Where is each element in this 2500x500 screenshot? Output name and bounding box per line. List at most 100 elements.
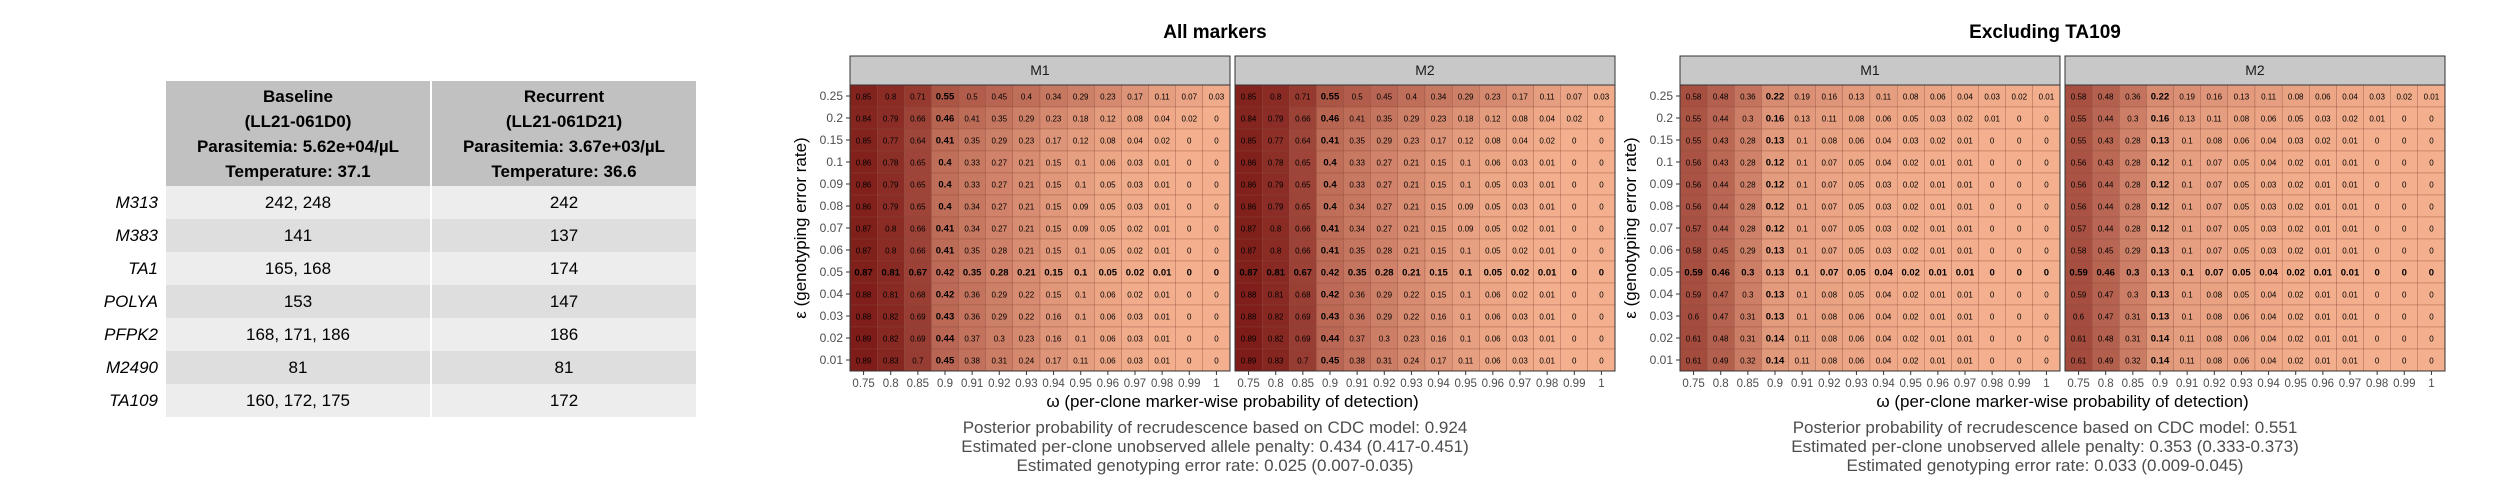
caption-posterior: Posterior probability of recrudescence b… xyxy=(962,418,1468,437)
x-tick-label: 0.99 xyxy=(1178,378,1200,390)
x-tick-label: 0.99 xyxy=(2008,378,2030,390)
cell-value-label: 0 xyxy=(1990,247,1995,256)
cell-value-label: 0.1 xyxy=(1797,181,1809,190)
cell-value-label: 0.03 xyxy=(1512,203,1528,212)
cell-value-label: 0.03 xyxy=(1127,203,1143,212)
cell-value-label: 0 xyxy=(1187,357,1192,366)
cell-value-label: 0.01 xyxy=(2315,357,2331,366)
cell-value-label: 0.01 xyxy=(1154,203,1170,212)
y-tick-label: 0.01 xyxy=(820,353,844,367)
cell-value-label: 0 xyxy=(2402,291,2407,300)
cell-value-label: 0.44 xyxy=(2098,203,2114,212)
x-tick-label: 0.8 xyxy=(883,378,899,390)
cell-value-label: 0.89 xyxy=(1241,357,1257,366)
cell-value-label: 0.06 xyxy=(1485,291,1501,300)
cell-value-label: 0.02 xyxy=(1903,335,1919,344)
cell-value-label: 0.1 xyxy=(2182,291,2194,300)
cell-value-label: 0.01 xyxy=(2342,335,2358,344)
x-tick-label: 0.96 xyxy=(1482,378,1504,390)
cell-value-label: 0.44 xyxy=(1321,334,1340,345)
cell-value-label: 0 xyxy=(1572,225,1577,234)
cell-value-label: 0.1 xyxy=(2181,268,2195,279)
y-tick-label: 0.2 xyxy=(1656,111,1673,125)
cell-value-label: 0.23 xyxy=(1019,137,1035,146)
y-tick-label: 0.02 xyxy=(820,331,844,345)
cell-value-label: 0 xyxy=(2044,268,2049,279)
cell-value-label: 0.1 xyxy=(1460,247,1472,256)
marker-name-cell: PFPK2 xyxy=(104,324,158,344)
cell-value-label: 0.89 xyxy=(856,335,872,344)
cell-value-label: 0.09 xyxy=(1458,203,1474,212)
cell-value-label: 0.13 xyxy=(2151,268,2170,279)
cell-value-label: 0.07 xyxy=(1821,247,1837,256)
cell-value-label: 0.05 xyxy=(1849,247,1865,256)
cell-value-label: 0.01 xyxy=(1957,357,1973,366)
cell-value-label: 0.13 xyxy=(2151,246,2170,257)
cell-value-label: 0.08 xyxy=(2206,357,2222,366)
marker-name-cell: M2490 xyxy=(106,357,158,377)
cell-value-label: 0.28 xyxy=(2125,203,2141,212)
cell-value-label: 0.66 xyxy=(910,247,926,256)
cell-value-label: 0.03 xyxy=(1512,335,1528,344)
cell-value-label: 0 xyxy=(2017,137,2022,146)
cell-value-label: 0.88 xyxy=(856,313,872,322)
x-tick-label: 1 xyxy=(1213,378,1219,390)
cell-value-label: 0.02 xyxy=(1512,291,1528,300)
x-tick-label: 0.91 xyxy=(961,378,983,390)
cell-value-label: 0.83 xyxy=(1268,357,1284,366)
cell-value-label: 0 xyxy=(2375,247,2380,256)
cell-value-label: 0.01 xyxy=(1957,181,1973,190)
cell-value-label: 0.03 xyxy=(1876,247,1892,256)
cell-value-label: 0.03 xyxy=(1209,93,1225,102)
cell-value-label: 0.13 xyxy=(1766,290,1785,301)
cell-value-label: 0.05 xyxy=(1847,268,1866,279)
cell-value-label: 0.05 xyxy=(1485,225,1501,234)
cell-value-label: 0.86 xyxy=(1241,203,1257,212)
y-tick-label: 0.02 xyxy=(1650,331,1674,345)
cell-value-label: 0.22 xyxy=(1019,291,1035,300)
cell-value-label: 0.01 xyxy=(2315,247,2331,256)
cell-value-label: 0.38 xyxy=(1349,357,1365,366)
cell-value-label: 0.61 xyxy=(2071,357,2087,366)
cell-value-label: 0 xyxy=(1572,268,1577,279)
cell-value-label: 0.33 xyxy=(964,181,980,190)
x-tick-label: 0.9 xyxy=(1767,378,1783,390)
cell-value-label: 0.29 xyxy=(1458,93,1474,102)
cell-value-label: 0.1 xyxy=(2182,247,2194,256)
x-tick-label: 0.94 xyxy=(2257,378,2280,390)
cell-value-label: 0.05 xyxy=(1485,203,1501,212)
cell-value-label: 0.22 xyxy=(1404,291,1420,300)
cell-value-label: 0.06 xyxy=(1485,335,1501,344)
cell-value-label: 0.06 xyxy=(1849,357,1865,366)
cell-value-label: 0.05 xyxy=(1849,159,1865,168)
cell-value-label: 0.1 xyxy=(1075,335,1087,344)
cell-value-label: 0.01 xyxy=(1539,159,1555,168)
cell-value-label: 0.01 xyxy=(1154,335,1170,344)
cell-value-label: 0 xyxy=(2044,357,2049,366)
cell-value-label: 0.81 xyxy=(1266,268,1285,279)
cell-value-label: 0.15 xyxy=(1431,159,1447,168)
cell-value-label: 0.07 xyxy=(1566,93,1582,102)
cell-value-label: 0.02 xyxy=(2288,291,2304,300)
cell-value-label: 0.02 xyxy=(1901,268,1920,279)
cell-value-label: 0.04 xyxy=(1957,93,1973,102)
cell-value-label: 0.43 xyxy=(1713,159,1729,168)
cell-value-label: 0.01 xyxy=(1539,313,1555,322)
cell-value-label: 0.1 xyxy=(1460,291,1472,300)
table-row: M313 242, 248 242 xyxy=(92,186,698,219)
cell-value-label: 0.11 xyxy=(2261,93,2277,102)
cell-value-label: 0.82 xyxy=(883,313,899,322)
cell-value-label: 0.86 xyxy=(856,203,872,212)
x-tick-label: 0.92 xyxy=(988,378,1010,390)
cell-value-label: 0.07 xyxy=(1181,93,1197,102)
cell-value-label: 0 xyxy=(2402,247,2407,256)
cell-value-label: 0.16 xyxy=(1431,313,1447,322)
cell-value-label: 0.17 xyxy=(1046,357,1062,366)
cell-value-label: 0.35 xyxy=(1376,115,1392,124)
cell-value-label: 0.13 xyxy=(2179,115,2195,124)
cell-value-label: 0.83 xyxy=(883,357,899,366)
cell-value-label: 0.65 xyxy=(910,181,926,190)
cell-value-label: 0.02 xyxy=(2288,247,2304,256)
cell-value-label: 0.03 xyxy=(1876,181,1892,190)
table-row: POLYA 153 147 xyxy=(92,285,698,318)
